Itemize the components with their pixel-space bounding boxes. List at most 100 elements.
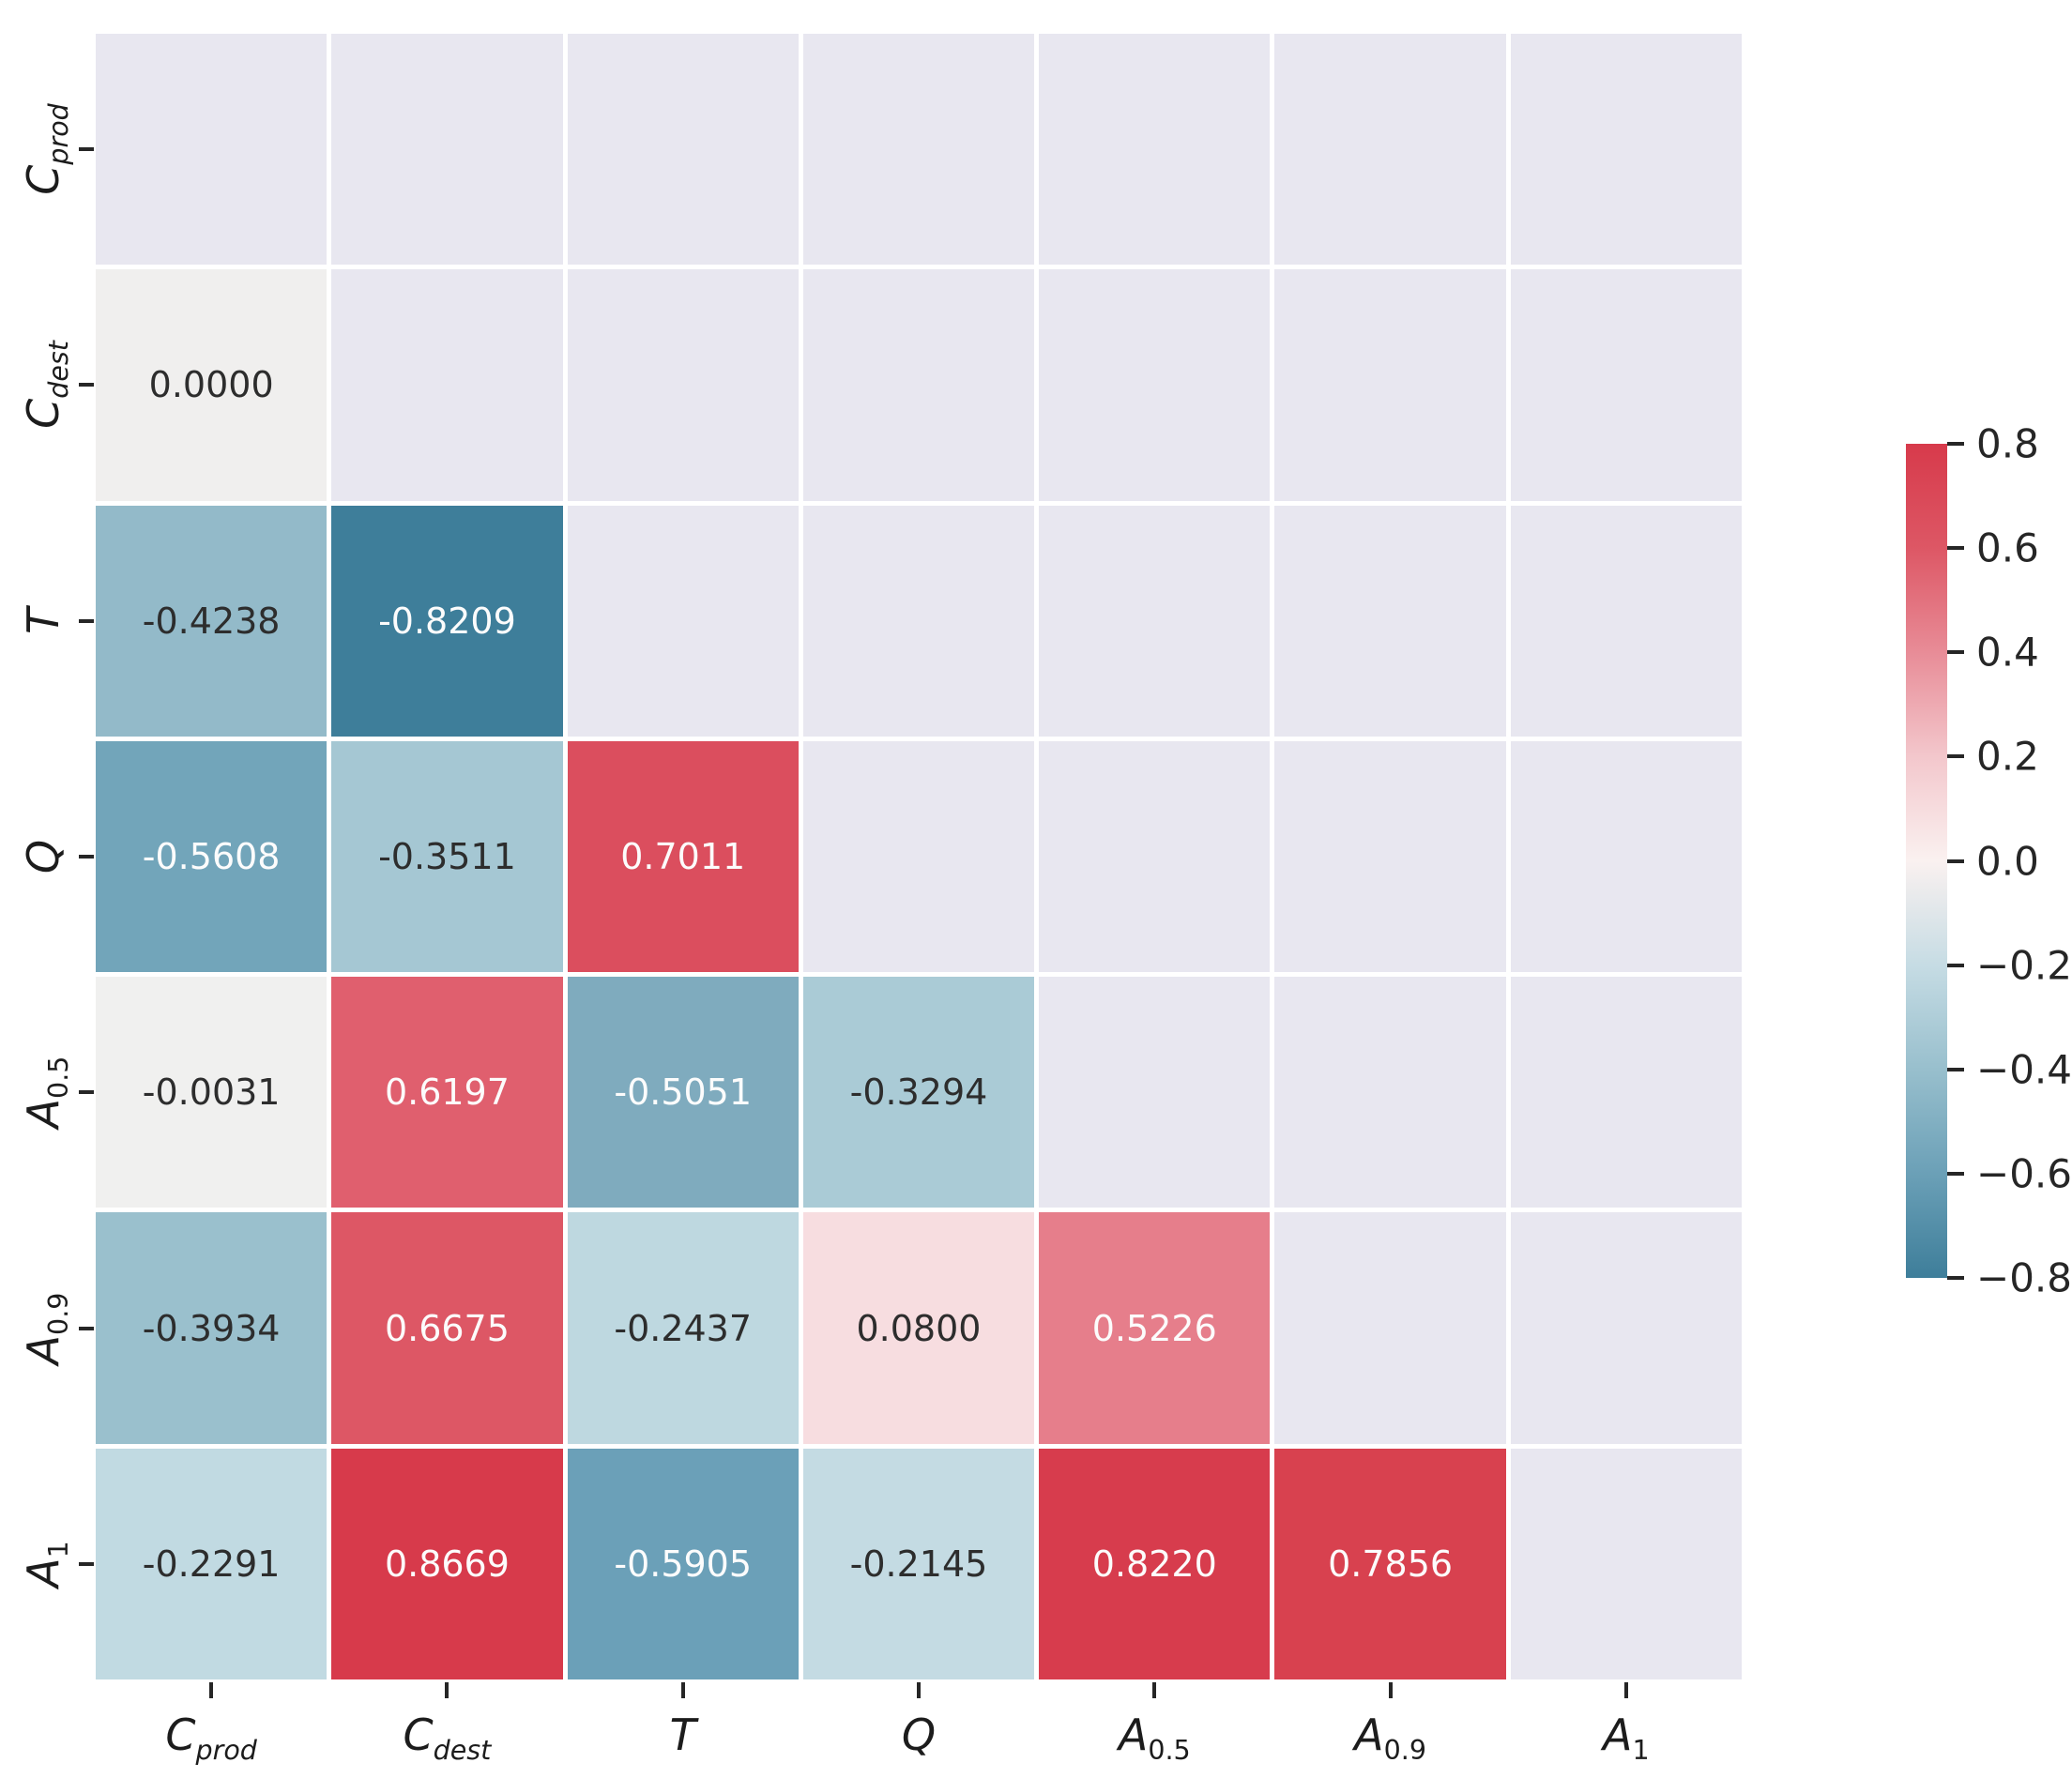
heatmap-cell: -0.3934 <box>96 1212 328 1444</box>
x-axis-label: Q <box>902 1710 936 1760</box>
heatmap-cell: -0.5051 <box>567 977 799 1208</box>
variable-base: C <box>403 1710 434 1760</box>
y-tick-mark <box>79 618 94 623</box>
heatmap-cell-masked <box>1039 269 1271 501</box>
heatmap-cell: -0.2437 <box>567 1212 799 1444</box>
variable-subscript: 1 <box>1632 1735 1650 1767</box>
heatmap-cell-masked <box>1274 34 1506 266</box>
x-axis-label: A0.5 <box>1119 1710 1191 1764</box>
cell-value: -0.2291 <box>142 1542 281 1585</box>
cell-value: -0.0031 <box>142 1071 281 1114</box>
cell-value: 0.8220 <box>1091 1542 1217 1585</box>
y-tick-mark <box>79 855 94 859</box>
heatmap-cell-masked <box>331 34 563 266</box>
colorbar-tick-label: −0.4 <box>1976 1046 2072 1093</box>
heatmap-cell: 0.7856 <box>1274 1448 1506 1679</box>
variable-base: Q <box>18 839 69 874</box>
y-tick-mark <box>79 1090 94 1095</box>
heatmap-cell-masked <box>1274 1212 1506 1444</box>
y-axis-label: A0.9 <box>18 1292 74 1364</box>
heatmap-cell-masked <box>1510 740 1742 973</box>
heatmap-cell: -0.5905 <box>567 1448 799 1679</box>
variable-base: C <box>18 399 69 430</box>
cell-value: 0.6675 <box>384 1307 510 1349</box>
cell-value: -0.8209 <box>378 600 516 642</box>
heatmap-cell-masked <box>1274 269 1506 501</box>
y-axis-label: A1 <box>18 1541 74 1588</box>
heatmap-cell: 0.7011 <box>567 740 799 973</box>
variable-subscript: dest <box>43 341 75 400</box>
heatmap-cell: -0.5608 <box>96 740 328 973</box>
variable-base: A <box>1603 1710 1633 1760</box>
colorbar-tick-mark <box>1947 1276 1964 1280</box>
heatmap-cell: 0.6197 <box>331 977 563 1208</box>
x-tick-mark <box>445 1682 449 1698</box>
heatmap-cell-masked <box>1274 505 1506 737</box>
cell-value: 0.0000 <box>148 364 274 406</box>
heatmap-cell: -0.8209 <box>331 505 563 737</box>
heatmap-cell: 0.8669 <box>331 1448 563 1679</box>
colorbar-tick-label: −0.6 <box>1976 1150 2072 1197</box>
colorbar-tick-label: 0.2 <box>1976 733 2039 780</box>
y-tick-mark <box>79 383 94 388</box>
variable-subscript: prod <box>195 1735 257 1767</box>
heatmap-cell-masked <box>331 269 563 501</box>
colorbar-tick-mark <box>1947 754 1964 759</box>
colorbar-tick-label: −0.2 <box>1976 942 2072 989</box>
heatmap-cell-masked <box>1510 269 1742 501</box>
heatmap-cell: -0.0031 <box>96 977 328 1208</box>
heatmap-cell: -0.3511 <box>331 740 563 973</box>
variable-base: A <box>18 1099 69 1129</box>
variable-base: T <box>18 607 69 634</box>
heatmap-cell: -0.4238 <box>96 505 328 737</box>
variable-base: T <box>669 1710 696 1760</box>
variable-subscript: 0.9 <box>1383 1735 1426 1767</box>
colorbar-tick-mark <box>1947 442 1964 446</box>
heatmap-cell: 0.0000 <box>96 269 328 501</box>
colorbar-tick-label: 0.6 <box>1976 524 2039 571</box>
heatmap-cell-masked <box>1274 740 1506 973</box>
x-tick-mark <box>917 1682 921 1698</box>
x-axis-label: T <box>670 1710 696 1760</box>
heatmap-cell: 0.8220 <box>1039 1448 1271 1679</box>
variable-subscript: dest <box>433 1735 492 1767</box>
y-axis-label: Cdest <box>18 342 74 430</box>
heatmap-cell-masked <box>1039 34 1271 266</box>
colorbar-tick-mark <box>1947 1171 1964 1176</box>
heatmap-cell-masked <box>802 34 1035 266</box>
cell-value: 0.7011 <box>620 835 746 877</box>
y-tick-mark <box>79 1326 94 1330</box>
heatmap-grid: 0.0000 -0.4238 -0.8209 -0.5608 -0.3511 0.7011… <box>96 34 1742 1679</box>
colorbar-tick-label: −0.8 <box>1976 1254 2072 1301</box>
heatmap-cell: 0.6675 <box>331 1212 563 1444</box>
y-tick-mark <box>79 1561 94 1566</box>
variable-subscript: 1 <box>43 1541 75 1558</box>
heatmap-cell-masked <box>567 34 799 266</box>
variable-subscript: 0.9 <box>43 1292 75 1335</box>
x-tick-mark <box>209 1682 214 1698</box>
x-tick-mark <box>1388 1682 1393 1698</box>
variable-base: A <box>1354 1710 1384 1760</box>
heatmap-cell: -0.3294 <box>802 977 1035 1208</box>
heatmap-cell-masked <box>1510 505 1742 737</box>
heatmap-cell-masked <box>96 34 328 266</box>
colorbar-tick-mark <box>1947 1067 1964 1071</box>
cell-value: 0.7856 <box>1328 1542 1454 1585</box>
x-axis-label: Cprod <box>165 1710 257 1764</box>
variable-base: C <box>18 164 69 195</box>
cell-value: -0.2145 <box>849 1542 988 1585</box>
y-axis-label: A0.5 <box>18 1056 74 1129</box>
heatmap-cell-masked <box>567 269 799 501</box>
cell-value: -0.5905 <box>614 1542 753 1585</box>
cell-value: -0.5051 <box>614 1071 753 1114</box>
cell-value: 0.0800 <box>856 1307 982 1349</box>
heatmap-cell-masked <box>1039 505 1271 737</box>
x-axis-label: A0.9 <box>1354 1710 1426 1764</box>
colorbar-gradient <box>1906 444 1947 1278</box>
x-axis-label: Cdest <box>403 1710 492 1764</box>
variable-subscript: 0.5 <box>43 1056 75 1100</box>
variable-base: C <box>165 1710 196 1760</box>
colorbar-tick-label: 0.0 <box>1976 838 2039 884</box>
cell-value: -0.4238 <box>142 600 281 642</box>
heatmap-cell: -0.2291 <box>96 1448 328 1679</box>
